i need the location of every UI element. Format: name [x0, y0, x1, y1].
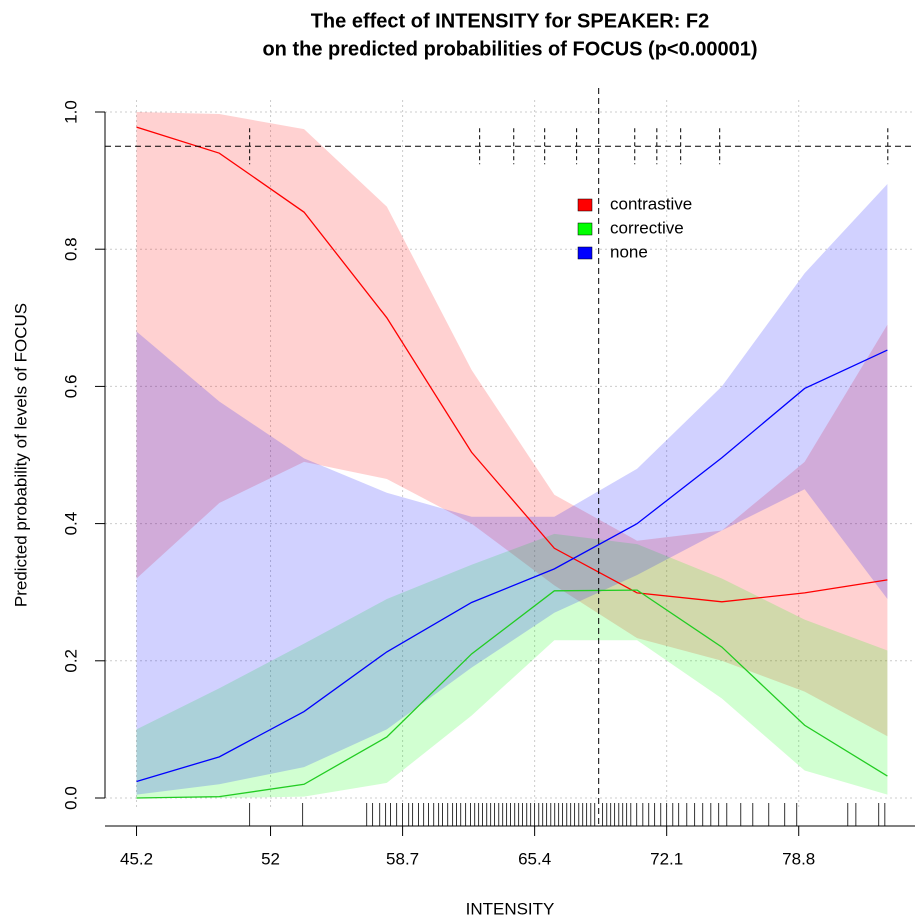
x-tick-label: 58.7: [386, 849, 419, 868]
line: [136, 126, 888, 603]
chart-title: on the predicted probabilities of FOCUS …: [262, 38, 757, 60]
y-tick-label: 0.4: [61, 512, 80, 536]
y-tick-label: 0.0: [61, 786, 80, 810]
x-tick-label: 52: [261, 849, 280, 868]
confidence-band: [136, 112, 888, 737]
legend-swatch: [577, 222, 593, 236]
legend-swatch: [577, 198, 593, 212]
x-tick-label: 65.4: [518, 849, 551, 868]
confidence-band: [136, 184, 888, 795]
y-tick-label: 0.8: [61, 237, 80, 261]
y-tick-label: 1.0: [61, 100, 80, 124]
x-tick-label: 78.8: [782, 849, 815, 868]
y-axis-label: Predicted probability of levels of FOCUS: [11, 303, 30, 607]
y-tick-label: 0.2: [61, 649, 80, 673]
legend-label: none: [610, 242, 648, 261]
y-tick-label: 0.6: [61, 375, 80, 399]
legend-swatch: [577, 246, 593, 260]
x-axis-label: INTENSITY: [466, 899, 555, 918]
line: [136, 349, 888, 783]
legend-label: contrastive: [610, 194, 692, 213]
chart-title: The effect of INTENSITY for SPEAKER: F2: [311, 10, 710, 32]
line: [136, 589, 888, 799]
x-tick-label: 72.1: [650, 849, 683, 868]
legend-label: corrective: [610, 218, 684, 237]
x-tick-label: 45.2: [120, 849, 153, 868]
